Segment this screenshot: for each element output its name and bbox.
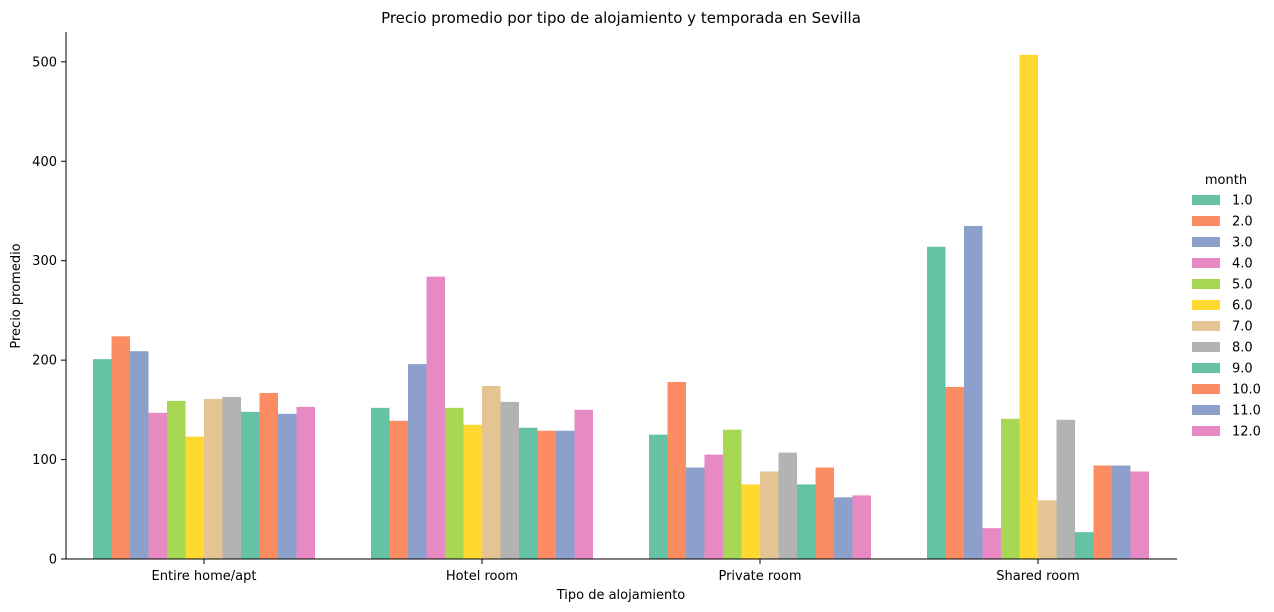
legend-entry: 10.0 [1232,383,1261,398]
bar-2-12 [574,409,593,559]
legend-entry: 2.0 [1232,215,1253,230]
legend-swatch [1192,405,1220,415]
legend-swatch [1192,258,1220,268]
bar-4-9 [1075,532,1094,559]
bar-4-5 [1001,418,1020,559]
bar-3-7 [760,471,779,559]
legend-swatch [1192,195,1220,205]
bar-3-9 [797,484,816,559]
bar-1-6 [185,436,204,559]
bar-4-12 [1130,471,1149,559]
y-axis: 0 100 200 300 400 500 [32,32,67,568]
y-tick-label: 100 [32,453,57,468]
legend-swatch [1192,384,1220,394]
x-tick-label: Hotel room [446,569,518,584]
y-tick-label: 0 [49,553,57,568]
bar-1-5 [167,400,186,559]
bar-1-12 [296,406,315,559]
bar-3-12 [852,495,871,559]
legend-entry: 5.0 [1232,278,1253,293]
legend-swatch [1192,342,1220,352]
bars-group [93,54,1149,560]
bar-1-10 [259,392,278,559]
bar-4-2 [945,386,964,559]
legend-swatch [1192,426,1220,436]
bar-3-2 [667,382,686,559]
y-tick-label: 200 [32,354,57,369]
chart-title: Precio promedio por tipo de alojamiento … [381,9,861,27]
y-tick-label: 400 [32,155,57,170]
legend-swatch [1192,279,1220,289]
legend-swatch [1192,216,1220,226]
bar-1-8 [222,396,241,559]
legend-title: month [1205,173,1247,188]
bar-4-4 [982,528,1001,559]
bar-2-7 [482,385,501,559]
legend-swatch [1192,363,1220,373]
x-axis: Entire home/apt Hotel room Private room Sha… [66,558,1177,584]
legend-entry: 4.0 [1232,257,1253,272]
legend-entry: 8.0 [1232,341,1253,356]
bar-4-10 [1093,465,1112,559]
bar-4-6 [1019,54,1038,560]
legend-entry: 6.0 [1232,299,1253,314]
bar-3-11 [834,497,853,559]
bar-1-4 [148,412,167,559]
y-tick-label: 300 [32,254,57,269]
bar-1-3 [130,351,149,559]
bar-2-10 [537,430,556,559]
bar-4-7 [1038,500,1057,559]
legend: month 1.0 2.0 3.0 4.0 5.0 6.0 7.0 8.0 9.0 10.0 11.… [1192,173,1261,440]
bar-2-8 [500,401,519,559]
bar-2-2 [389,420,408,559]
bar-4-3 [964,225,983,559]
legend-entry: 11.0 [1232,404,1261,419]
legend-swatch [1192,237,1220,247]
x-tick-label: Shared room [996,569,1080,584]
legend-swatch [1192,300,1220,310]
bar-2-1 [371,407,390,559]
bar-1-7 [204,398,223,559]
bar-2-6 [463,424,482,559]
bar-2-4 [426,276,445,559]
y-tick-label: 500 [32,55,57,70]
bar-3-1 [649,434,668,559]
bar-2-11 [556,430,575,559]
bar-3-3 [686,467,705,559]
legend-entry: 9.0 [1232,362,1253,377]
bar-4-11 [1112,465,1131,559]
bar-1-1 [93,359,112,559]
bar-1-9 [241,411,260,559]
x-tick-label: Entire home/apt [152,569,257,584]
legend-entry: 1.0 [1232,194,1253,209]
bar-3-5 [723,429,742,559]
bar-3-10 [815,467,834,559]
bar-3-4 [704,454,723,559]
bar-4-8 [1056,419,1075,559]
x-axis-label: Tipo de alojamiento [556,588,686,603]
legend-entry: 7.0 [1232,320,1253,335]
bar-2-5 [445,407,464,559]
bar-1-11 [278,413,297,559]
bar-4-1 [927,246,946,559]
bar-1-2 [111,336,130,559]
legend-entry: 12.0 [1232,425,1261,440]
bar-3-6 [741,484,760,559]
x-tick-label: Private room [718,569,801,584]
y-axis-label: Precio promedio [9,243,24,348]
bar-2-9 [519,427,538,559]
legend-swatch [1192,321,1220,331]
bar-2-3 [408,364,427,559]
bar-3-8 [778,452,797,559]
legend-entry: 3.0 [1232,236,1253,251]
